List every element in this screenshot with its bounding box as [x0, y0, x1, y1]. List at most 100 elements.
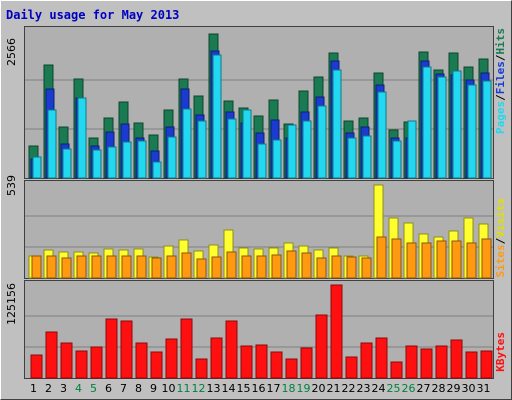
hits-chart-svg	[25, 33, 493, 179]
bar-sites-day-22	[346, 256, 357, 279]
day-label-13: 13	[206, 382, 221, 395]
bar-pages-day-16	[257, 143, 267, 179]
hits-panel-legend: Pages/Files/Hits	[494, 28, 507, 134]
day-label-9: 9	[150, 382, 157, 395]
bar-kbytes-day-6	[105, 318, 118, 379]
bar-sites-day-27	[421, 242, 432, 279]
legend-kbytes: KBytes	[494, 332, 507, 372]
bar-sites-day-30	[466, 242, 477, 279]
bar-kbytes-day-24	[375, 337, 388, 379]
bar-pages-day-29	[452, 70, 462, 179]
bar-sites-day-28	[436, 240, 447, 279]
bar-sites-day-31	[481, 238, 492, 279]
day-label-10: 10	[161, 382, 176, 395]
bar-kbytes-day-3	[60, 342, 73, 379]
day-label-19: 19	[296, 382, 311, 395]
bar-pages-day-26	[407, 120, 417, 179]
bar-sites-day-11	[181, 252, 192, 279]
bar-kbytes-day-10	[165, 338, 178, 379]
bar-kbytes-day-17	[270, 351, 283, 379]
bar-kbytes-day-14	[225, 320, 238, 379]
bar-kbytes-day-5	[90, 346, 103, 379]
bar-sites-day-10	[166, 255, 177, 279]
day-label-15: 15	[236, 382, 251, 395]
bar-pages-day-15	[242, 109, 252, 179]
bar-sites-day-1	[31, 255, 42, 279]
hits-max-label: 2566	[5, 38, 18, 66]
bar-pages-day-7	[122, 141, 132, 179]
bar-sites-day-26	[406, 242, 417, 279]
bar-pages-day-8	[137, 140, 147, 179]
bar-pages-day-23	[362, 135, 372, 179]
bar-kbytes-day-2	[45, 331, 58, 379]
bar-kbytes-day-15	[240, 345, 253, 379]
bar-sites-day-9	[151, 257, 162, 279]
bar-sites-day-4	[76, 255, 87, 279]
hits-panel	[24, 26, 494, 179]
bar-pages-day-30	[467, 84, 477, 179]
day-label-2: 2	[45, 382, 52, 395]
bar-sites-day-16	[256, 255, 267, 279]
bar-pages-day-25	[392, 140, 402, 179]
bar-pages-day-5	[92, 149, 102, 179]
kbytes-max-label: 125156	[5, 283, 18, 325]
bar-pages-day-31	[482, 80, 492, 179]
bar-sites-day-5	[91, 255, 102, 279]
bar-kbytes-day-16	[255, 344, 268, 379]
day-label-8: 8	[135, 382, 142, 395]
day-label-18: 18	[281, 382, 296, 395]
day-label-6: 6	[105, 382, 112, 395]
kbytes-panel	[24, 280, 494, 379]
day-label-12: 12	[191, 382, 206, 395]
bar-sites-day-25	[391, 238, 402, 279]
bar-sites-day-29	[451, 240, 462, 279]
day-label-26: 26	[401, 382, 416, 395]
day-label-5: 5	[90, 382, 97, 395]
day-label-4: 4	[75, 382, 82, 395]
bar-pages-day-22	[347, 137, 357, 179]
bar-sites-day-23	[361, 257, 372, 279]
bar-kbytes-day-13	[210, 337, 223, 379]
day-label-31: 31	[476, 382, 491, 395]
visits-chart-svg	[25, 184, 493, 279]
bar-pages-day-3	[62, 148, 72, 179]
bar-kbytes-day-30	[465, 351, 478, 379]
bar-pages-day-24	[377, 91, 387, 179]
bar-kbytes-day-11	[180, 318, 193, 379]
bar-kbytes-day-7	[120, 320, 133, 379]
day-label-28: 28	[431, 382, 446, 395]
day-label-1: 1	[30, 382, 37, 395]
day-label-22: 22	[341, 382, 356, 395]
bar-sites-day-15	[241, 255, 252, 279]
day-label-14: 14	[221, 382, 236, 395]
bar-sites-day-18	[286, 250, 297, 279]
bar-kbytes-day-8	[135, 342, 148, 379]
visits-panel	[24, 180, 494, 279]
bar-sites-day-13	[211, 256, 222, 279]
day-label-29: 29	[446, 382, 461, 395]
bar-sites-day-24	[376, 236, 387, 279]
bar-pages-day-12	[197, 120, 207, 179]
bar-sites-day-8	[136, 255, 147, 279]
bar-sites-day-21	[331, 255, 342, 279]
day-label-11: 11	[176, 382, 191, 395]
day-label-21: 21	[326, 382, 341, 395]
bar-pages-day-4	[77, 97, 87, 179]
kbytes-panel-legend: KBytes	[494, 332, 507, 372]
bar-kbytes-day-12	[195, 358, 208, 379]
day-axis: 1 2 3 4 5 6 7 8 9 10 11 12 13 14 15 16 17 18 19 20 21 22 23 24 2…	[24, 382, 492, 396]
bar-kbytes-day-20	[315, 314, 328, 379]
bar-pages-day-14	[227, 118, 237, 179]
bar-kbytes-day-22	[345, 356, 358, 379]
day-label-7: 7	[120, 382, 127, 395]
chart-title: Daily usage for May 2013	[6, 8, 180, 22]
bar-pages-day-1	[32, 156, 42, 179]
bar-pages-day-27	[422, 66, 432, 179]
bar-kbytes-day-26	[405, 345, 418, 379]
day-label-16: 16	[251, 382, 266, 395]
bar-pages-day-11	[182, 108, 192, 179]
legend-hits: Hits	[494, 28, 507, 55]
bar-kbytes-day-21	[330, 284, 343, 379]
day-label-30: 30	[461, 382, 476, 395]
day-label-20: 20	[311, 382, 326, 395]
